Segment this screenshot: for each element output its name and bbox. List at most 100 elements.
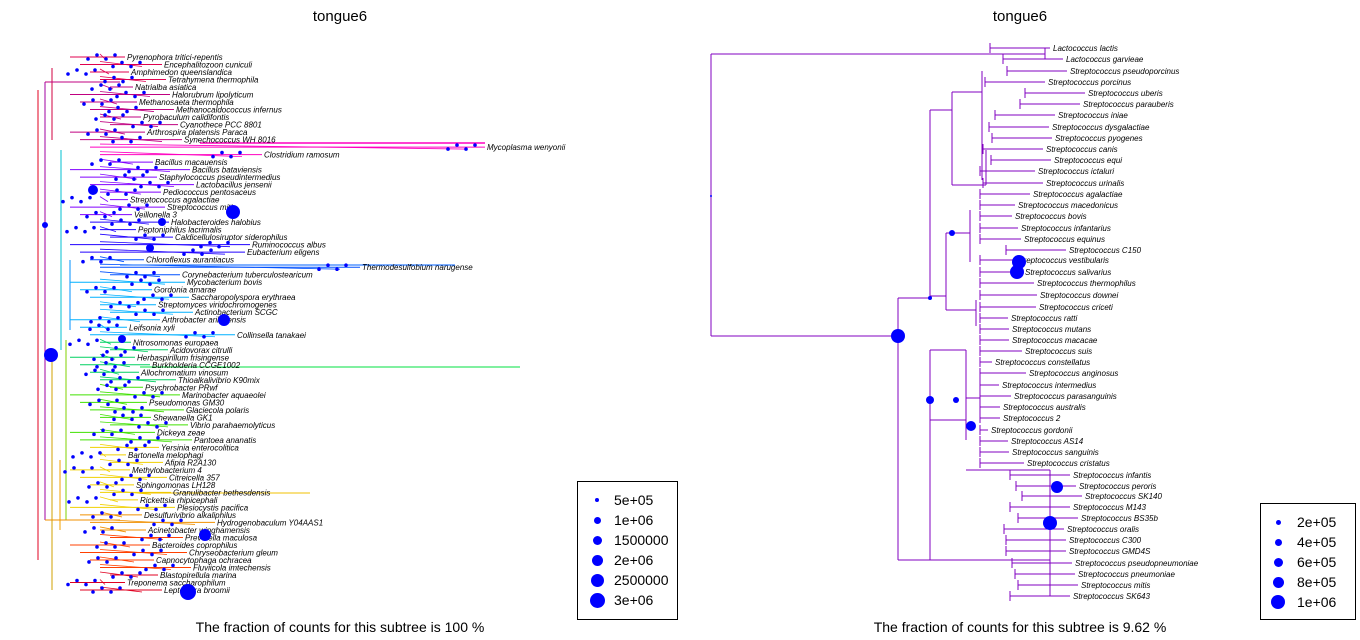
legend-dot [1272, 576, 1284, 588]
leaf-label: Streptococcus australis [1003, 403, 1086, 412]
node-dot [96, 387, 100, 392]
node-dot [96, 556, 100, 560]
legend-dot [1274, 538, 1282, 546]
node-dot [105, 383, 109, 388]
leaf-label: Pantoea ananatis [194, 436, 256, 445]
leaf-label: Citreicella 357 [169, 473, 220, 482]
leaf-label: Arthrobacter arilaitensis [161, 316, 246, 325]
leaf-label: Caldicellulosiruptor siderophilus [175, 233, 288, 242]
node-dot [112, 75, 116, 80]
leaf-label: Streptococcus uberis [1088, 89, 1163, 98]
leaf-label: Chloroflexus aurantiacus [146, 256, 234, 265]
node-dot [151, 395, 155, 399]
node-dot [134, 105, 138, 110]
node-dot [138, 60, 142, 65]
node-dot [103, 113, 107, 117]
node-dot [116, 105, 120, 110]
right-tree: Lactococcus lactis Lactococcus garvieae St… [710, 43, 1199, 601]
node-dot [97, 398, 101, 403]
node-dot [93, 68, 97, 72]
node-dot [133, 395, 137, 399]
node-dot [119, 218, 123, 222]
legend-dot [593, 516, 601, 524]
node-dot [344, 263, 348, 267]
node-dot [121, 413, 125, 418]
node-circle [199, 529, 211, 541]
node-dot [124, 90, 128, 95]
node-dot [84, 72, 88, 76]
node-dot [118, 586, 122, 590]
node-dot [112, 285, 116, 290]
leaf-label: Streptococcus equinus [1024, 235, 1105, 244]
right-panel: tongue6 Lactococcus lactis Lactococcus ga… [680, 0, 1360, 640]
node-dot [202, 334, 206, 339]
leaf-label: Streptococcus intermedius [1002, 381, 1096, 390]
node-dot [79, 199, 83, 204]
leaf-label: Acidovorax citrulli [169, 346, 232, 355]
leaf-label: Lactobacillus jensenii [196, 181, 272, 190]
node-dot [91, 98, 95, 102]
node-dot [104, 360, 108, 365]
node-circle [146, 244, 154, 252]
node-dot [112, 117, 116, 121]
leaf-label: Streptococcus suis [1025, 347, 1092, 356]
node-dot [103, 214, 107, 219]
leaf-label: Streptococcus constellatus [995, 358, 1090, 367]
node-dot [115, 188, 119, 192]
node-dot [108, 462, 112, 467]
leaf-label: Acinetobacter winghamensis [147, 526, 250, 535]
node-dot [133, 94, 137, 99]
node-dot [144, 567, 148, 572]
legend-label: 2e+06 [614, 552, 654, 568]
node-dot [146, 421, 150, 425]
node-dot [473, 143, 477, 147]
node-dot [130, 282, 134, 287]
leaf-label: Corynebacterium tuberculostearicum [182, 271, 313, 280]
node-dot [157, 278, 161, 283]
leaf-label: Lactococcus garvieae [1066, 55, 1144, 64]
node-dot [127, 203, 131, 207]
panel-caption: The fraction of counts for this subtree … [195, 619, 485, 635]
node-dot [104, 541, 108, 545]
leaf-label: Streptococcus dysgalactiae [1052, 123, 1150, 132]
node-dot [85, 289, 89, 294]
node-dot [134, 447, 138, 452]
node-circle [953, 397, 959, 403]
legend-item: 3e+06 [578, 590, 677, 610]
node-dot [106, 327, 110, 332]
node-dot [148, 282, 152, 287]
legend-item: 1e+06 [578, 510, 677, 530]
node-dot [131, 410, 135, 414]
leaf-label: Granulibacter bethesdensis [173, 488, 270, 497]
node-dot [153, 563, 157, 568]
panel-caption: The fraction of counts for this subtree … [873, 619, 1167, 635]
node-dot [145, 169, 149, 174]
left-tree: Pyrenophora tritici-repentisEncephalitoz… [37, 53, 565, 600]
leaf-label: Streptococcus parauberis [1083, 100, 1174, 109]
node-dot [119, 428, 123, 433]
leaf-label: Streptococcus pyogenes [1055, 134, 1143, 143]
leaf-label: Streptococcus peroris [1079, 482, 1156, 491]
node-dot [95, 364, 99, 369]
node-dot [164, 421, 168, 425]
leaf-label: Staphylococcus pseudintermedius [159, 173, 280, 182]
node-dot [100, 586, 104, 590]
node-dot [120, 477, 124, 482]
node-dot [110, 222, 114, 226]
node-dot [140, 120, 144, 125]
node-circle [88, 185, 98, 195]
leaf-label: Streptococcus agalactiae [1033, 190, 1123, 199]
leaf-label: Streptococcus infantis [1073, 471, 1151, 480]
leaf-label: Streptococcus gordonii [991, 426, 1073, 435]
leaf-label: Rickettsia rhipicephali [140, 496, 218, 505]
leaf-label: Streptococcus sanguinis [1012, 448, 1099, 457]
node-dot [135, 458, 139, 463]
leaf-label: Arthrospira platensis Paraca [146, 128, 248, 137]
leaf-label: Streptococcus criceti [1039, 303, 1113, 312]
legend-dot [590, 573, 604, 587]
node-dot [149, 124, 153, 129]
node-dot [137, 425, 141, 429]
node-dot [88, 195, 92, 200]
node-dot [118, 376, 122, 380]
node-dot [112, 492, 116, 497]
